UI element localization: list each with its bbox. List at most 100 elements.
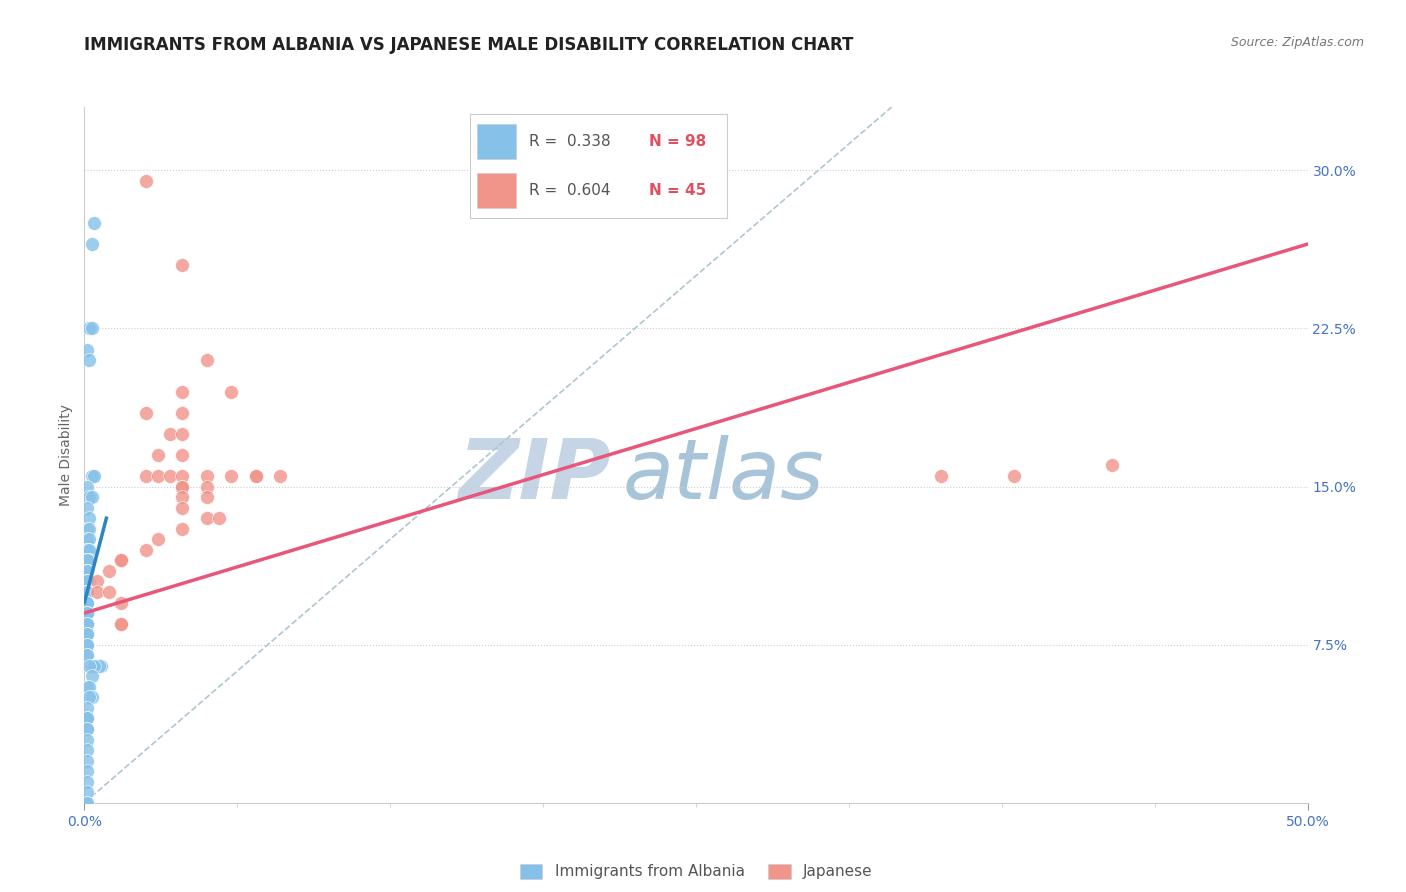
Point [76,574,98,589]
Text: Source: ZipAtlas.com: Source: ZipAtlas.com [1230,36,1364,49]
Text: ZIP: ZIP [458,435,610,516]
Point [172,490,194,504]
Point [76,574,98,589]
Point [97,564,120,578]
Point [76,606,98,620]
Point [135,469,157,483]
Point [76,585,98,599]
Point [172,500,194,515]
Point [76,595,98,609]
Point [110,553,132,567]
Point [77,321,100,335]
Point [76,553,98,567]
Point [76,585,98,599]
Point [195,511,218,525]
Point [135,542,157,557]
Point [76,627,98,641]
Point [76,722,98,736]
Point [76,553,98,567]
Point [76,680,98,694]
Point [90,658,112,673]
Point [77,490,100,504]
Point [195,490,218,504]
Point [172,469,194,483]
Point [80,690,103,705]
Point [110,616,132,631]
Point [77,553,100,567]
Point [159,469,181,483]
Point [77,542,100,557]
Point [110,553,132,567]
Point [76,574,98,589]
Point [269,469,291,483]
Point [76,627,98,641]
Point [76,648,98,663]
Point [76,595,98,609]
Point [245,469,267,483]
Point [86,585,108,599]
Point [76,785,98,799]
Point [76,764,98,779]
Point [110,553,132,567]
Point [76,564,98,578]
Point [76,553,98,567]
Point [76,616,98,631]
Point [76,574,98,589]
Point [110,595,132,609]
Point [77,511,100,525]
Point [76,711,98,725]
Point [77,353,100,368]
Point [76,585,98,599]
Point [76,754,98,768]
Point [77,533,100,547]
Point [76,574,98,589]
Point [76,542,98,557]
Point [76,542,98,557]
Point [77,542,100,557]
Point [77,553,100,567]
Point [929,469,952,483]
Point [172,406,194,420]
Point [195,479,218,493]
Point [110,553,132,567]
Point [208,511,231,525]
Point [77,522,100,536]
Text: IMMIGRANTS FROM ALBANIA VS JAPANESE MALE DISABILITY CORRELATION CHART: IMMIGRANTS FROM ALBANIA VS JAPANESE MALE… [84,36,853,54]
Point [76,648,98,663]
Point [76,606,98,620]
Point [76,585,98,599]
Point [80,321,103,335]
Point [76,585,98,599]
Point [76,564,98,578]
Point [76,595,98,609]
Point [146,448,169,462]
Point [80,490,103,504]
Point [219,469,242,483]
Point [76,616,98,631]
Point [172,522,194,536]
Point [146,469,169,483]
Point [76,564,98,578]
Point [76,585,98,599]
Point [1002,469,1025,483]
Point [110,616,132,631]
Point [76,585,98,599]
Point [76,479,98,493]
Point [83,216,105,230]
Point [87,658,110,673]
Point [76,553,98,567]
Point [76,774,98,789]
Point [76,711,98,725]
Text: atlas: atlas [623,435,824,516]
Point [76,585,98,599]
Point [76,796,98,810]
Point [172,479,194,493]
Point [159,426,181,441]
Point [80,658,103,673]
Point [76,585,98,599]
Point [135,406,157,420]
Point [146,533,169,547]
Point [76,616,98,631]
Point [80,237,103,252]
Point [76,574,98,589]
